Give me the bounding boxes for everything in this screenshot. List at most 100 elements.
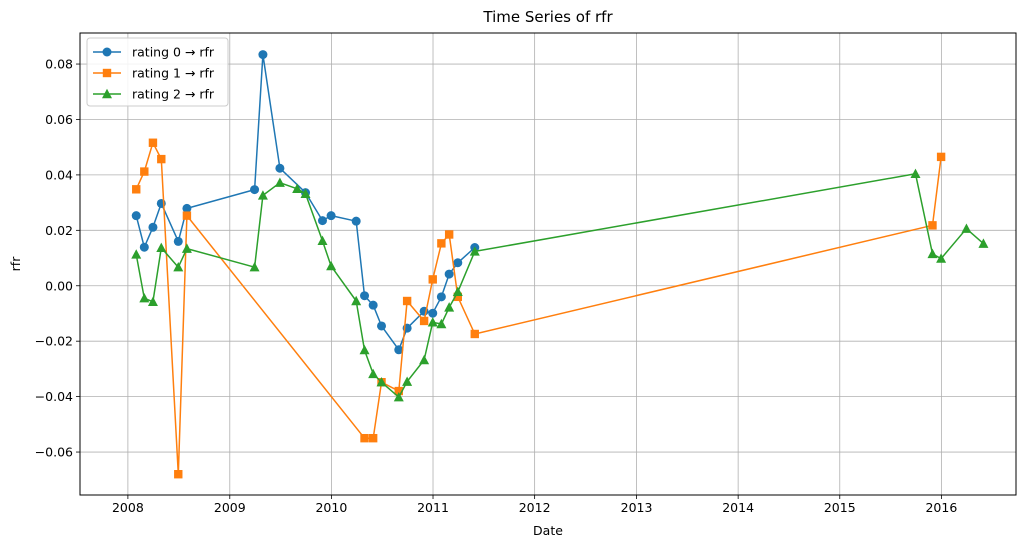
data-point — [394, 345, 404, 355]
legend-entry: rating 2 → rfr — [93, 87, 215, 102]
series-1 — [132, 138, 946, 479]
data-point — [249, 261, 260, 272]
x-axis: 2008 2009 2010 2011 2012 2013 2014 2015 2016 — [112, 495, 957, 515]
series-2 — [131, 168, 989, 402]
y-tick-label: 0.00 — [45, 278, 73, 293]
data-point — [173, 236, 183, 246]
legend-marker — [102, 47, 112, 57]
x-tick-label: 2009 — [214, 500, 246, 515]
chart-title: Time Series of rfr — [482, 8, 613, 26]
x-tick-label: 2011 — [417, 500, 449, 515]
data-point — [427, 317, 438, 327]
data-point — [148, 138, 158, 147]
y-tick-label: 0.02 — [45, 223, 73, 238]
y-axis-title: rfr — [8, 256, 23, 272]
data-point — [359, 344, 370, 355]
data-point — [368, 368, 379, 379]
data-point — [147, 296, 158, 307]
x-tick-label: 2013 — [621, 500, 653, 515]
data-point — [182, 203, 192, 213]
plot-frame — [79, 32, 1017, 496]
data-point — [368, 433, 378, 443]
data-point — [368, 300, 378, 310]
data-point — [139, 293, 150, 303]
data-point — [351, 216, 361, 226]
data-point — [257, 190, 268, 200]
series-lines — [131, 50, 989, 479]
legend: rating 0 → rfr rating 1 → rfr rating 2 → r… — [86, 37, 229, 107]
data-point — [436, 318, 447, 329]
legend-label: rating 1 → rfr — [132, 66, 215, 81]
data-point — [326, 211, 336, 221]
legend-marker — [102, 88, 112, 99]
data-point — [402, 296, 412, 306]
data-point — [453, 292, 462, 302]
x-axis-title: Date — [533, 523, 563, 538]
y-tick-label: 0.06 — [45, 112, 73, 127]
data-point — [452, 286, 463, 297]
x-tick-label: 2008 — [112, 500, 144, 515]
data-point — [174, 470, 183, 479]
data-point — [910, 168, 921, 178]
data-point — [274, 177, 285, 187]
data-point — [156, 242, 167, 252]
data-point — [258, 50, 268, 60]
data-point — [402, 376, 413, 386]
y-tick-label: −0.06 — [35, 445, 73, 460]
data-point — [131, 249, 142, 259]
data-point — [961, 223, 972, 233]
data-point — [470, 329, 479, 339]
data-point — [131, 211, 141, 221]
data-point — [419, 354, 430, 365]
data-point — [376, 377, 387, 387]
data-point — [936, 152, 946, 162]
y-tick-label: 0.04 — [45, 167, 73, 182]
data-point — [444, 269, 454, 279]
data-point — [326, 260, 337, 271]
data-point — [444, 302, 455, 312]
data-point — [139, 242, 149, 252]
x-tick-label: 2014 — [722, 500, 754, 515]
x-tick-label: 2012 — [519, 500, 551, 515]
data-point — [978, 238, 989, 248]
y-tick-label: −0.02 — [35, 334, 73, 349]
legend-entry: rating 1 → rfr — [93, 66, 215, 81]
data-point — [469, 246, 480, 256]
data-point — [928, 221, 937, 230]
data-point — [377, 321, 387, 331]
data-point — [317, 216, 327, 226]
legend-label: rating 2 → rfr — [132, 87, 215, 102]
y-tick-label: 0.08 — [45, 57, 73, 72]
data-point — [351, 295, 362, 306]
data-point — [437, 239, 446, 248]
data-point — [360, 433, 369, 443]
data-point — [436, 292, 446, 302]
data-point — [428, 275, 437, 284]
y-tick-label: −0.04 — [35, 389, 73, 404]
data-point — [132, 185, 141, 194]
legend-label: rating 0 → rfr — [132, 45, 215, 60]
grid — [80, 33, 1016, 495]
data-point — [393, 391, 404, 402]
data-point — [140, 167, 149, 176]
data-point — [936, 253, 947, 263]
x-tick-label: 2010 — [315, 500, 347, 515]
data-point — [419, 316, 429, 326]
x-tick-label: 2015 — [824, 500, 856, 515]
data-point — [292, 183, 303, 193]
data-point — [317, 235, 328, 246]
data-point — [181, 243, 192, 253]
data-point — [250, 185, 260, 195]
y-axis: −0.06 −0.04 −0.02 0.00 0.02 0.04 0.06 0.08 — [35, 57, 80, 460]
data-point — [182, 211, 192, 220]
data-point — [927, 248, 938, 259]
data-point — [453, 258, 463, 268]
data-point — [157, 154, 166, 164]
data-point — [300, 188, 311, 198]
data-point — [428, 308, 438, 318]
data-point — [173, 261, 184, 272]
legend-entry: rating 0 → rfr — [93, 45, 215, 60]
legend-box — [86, 37, 229, 107]
data-point — [444, 230, 454, 239]
